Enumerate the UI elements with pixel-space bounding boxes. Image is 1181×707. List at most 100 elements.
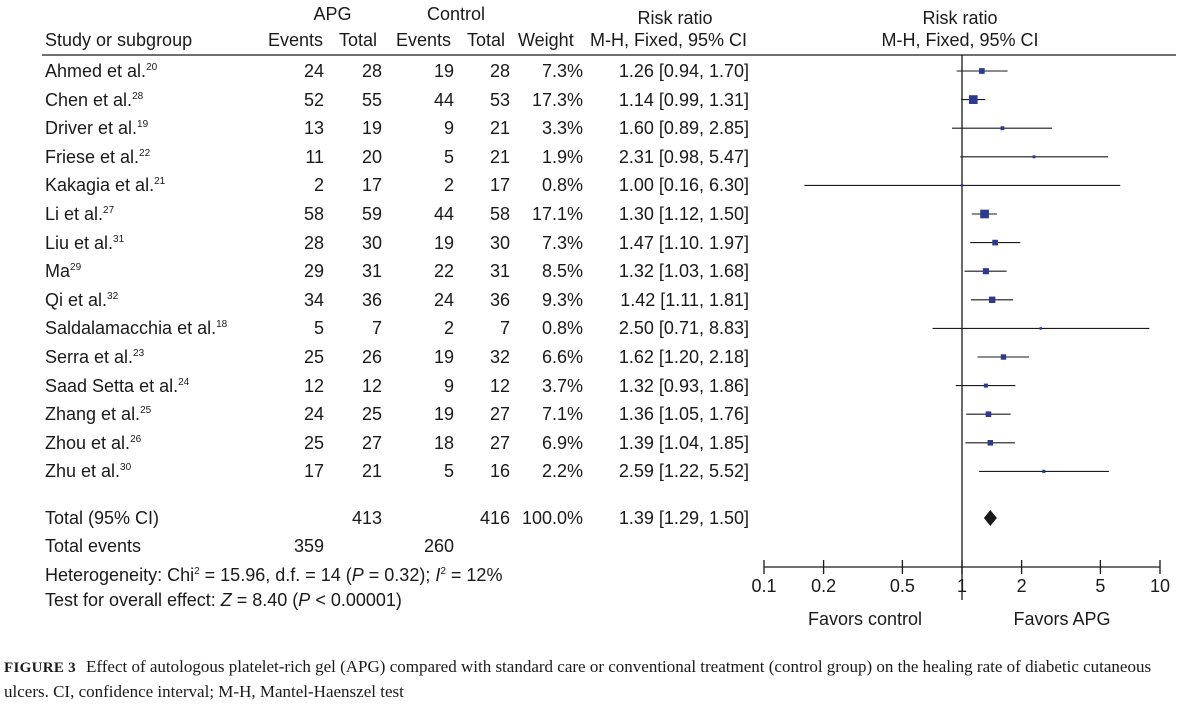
x-tick-label: 1 [957, 576, 967, 596]
study-apg-total: 59 [361, 204, 382, 224]
study-control-total: 53 [489, 90, 510, 110]
study-weight: 3.3% [541, 118, 583, 138]
study-apg-events: 13 [303, 118, 324, 138]
study-apg-events: 17 [303, 461, 324, 481]
header-apg-total: Total [339, 30, 378, 50]
study-ci-text: 2.31 [0.98, 5.47] [618, 147, 749, 167]
study-control-events: 22 [433, 261, 454, 281]
study-name: Saad Setta et al.24 [45, 376, 190, 396]
effect-marker [983, 383, 988, 388]
study-control-total: 31 [489, 261, 510, 281]
study-ci-text: 2.59 [1.22, 5.52] [618, 461, 749, 481]
study-control-total: 16 [489, 461, 510, 481]
caption-label: FIGURE 3 [4, 660, 76, 676]
study-control-events: 19 [433, 233, 454, 253]
study-apg-total: 12 [361, 376, 382, 396]
study-control-events: 19 [433, 347, 454, 367]
study-name: Chen et al.28 [45, 90, 144, 110]
total-weight: 100.0% [521, 508, 583, 528]
header-weight: Weight [518, 30, 574, 50]
total-ci: 1.39 [1.29, 1.50] [618, 508, 749, 528]
study-name: Serra et al.23 [45, 347, 145, 367]
favors-control-label: Favors control [807, 609, 923, 629]
study-weight: 9.3% [541, 290, 583, 310]
study-weight: 1.9% [541, 147, 583, 167]
events-label: Total events [45, 536, 142, 556]
study-apg-total: 26 [361, 347, 382, 367]
header-control-total: Total [467, 30, 506, 50]
study-name: Ahmed et al.20 [45, 61, 158, 81]
study-apg-events: 28 [303, 233, 324, 253]
study-weight: 0.8% [541, 318, 583, 338]
study-name: Ma29 [45, 261, 82, 281]
events-control: 260 [423, 536, 454, 556]
effect-marker [988, 296, 996, 304]
study-control-events: 5 [443, 147, 454, 167]
study-ci-text: 1.60 [0.89, 2.85] [618, 118, 749, 138]
study-apg-events: 25 [303, 347, 324, 367]
x-tick-label: 0.2 [811, 576, 836, 596]
study-weight: 7.3% [541, 233, 583, 253]
caption-text: Effect of autologous platelet-rich gel (… [4, 657, 1152, 701]
study-control-events: 2 [443, 175, 454, 195]
study-ci-text: 1.47 [1.10. 1.97] [618, 233, 749, 253]
effect-marker [982, 268, 989, 275]
events-apg: 359 [293, 536, 324, 556]
study-apg-total: 36 [361, 290, 382, 310]
header-apg-events: Events [268, 30, 324, 50]
study-control-events: 44 [433, 204, 454, 224]
figure-caption: FIGURE 3 Effect of autologous platelet-ri… [4, 655, 1174, 704]
study-apg-total: 25 [361, 404, 382, 424]
study-apg-events: 11 [305, 147, 324, 167]
pooled-diamond [983, 510, 997, 526]
x-tick-label: 2 [1017, 576, 1027, 596]
header-method: M-H, Fixed, 95% CI [590, 30, 748, 50]
effect-marker [1039, 327, 1043, 330]
study-weight: 7.3% [541, 61, 583, 81]
study-ci-text: 1.32 [0.93, 1.86] [618, 376, 749, 396]
study-weight: 3.7% [541, 376, 583, 396]
study-name: Driver et al.19 [45, 118, 149, 138]
header-control-events: Events [396, 30, 452, 50]
study-apg-events: 25 [303, 433, 324, 453]
study-control-events: 2 [443, 318, 454, 338]
study-apg-events: 29 [303, 261, 324, 281]
study-name: Saldalamacchia et al.18 [45, 318, 228, 338]
study-weight: 6.9% [541, 433, 583, 453]
header-control-group: Control [426, 4, 486, 24]
study-control-total: 30 [489, 233, 510, 253]
study-control-total: 27 [489, 433, 510, 453]
study-apg-total: 30 [361, 233, 382, 253]
header-apg-group: APG [313, 4, 352, 24]
effect-marker [987, 440, 994, 446]
study-weight: 17.1% [531, 204, 583, 224]
study-apg-events: 24 [303, 61, 324, 81]
plot-method: M-H, Fixed, 95% CI [881, 30, 1039, 50]
study-apg-events: 34 [303, 290, 324, 310]
overall-effect-line: Test for overall effect: Z = 8.40 (P < 0… [45, 590, 402, 610]
x-tick-label: 0.1 [751, 576, 776, 596]
study-apg-events: 2 [313, 175, 324, 195]
study-apg-total: 7 [371, 318, 382, 338]
study-apg-total: 21 [361, 461, 382, 481]
study-apg-total: 17 [361, 175, 382, 195]
forest-plot: 0.1 0.2 0.5 1 2 5 10 [42, 54, 1176, 600]
study-control-events: 9 [443, 376, 454, 396]
x-tick-label: 0.5 [890, 576, 915, 596]
study-apg-events: 52 [303, 90, 324, 110]
study-ci-text: 1.26 [0.94, 1.70] [618, 61, 749, 81]
study-ci-text: 1.00 [0.16, 6.30] [618, 175, 749, 195]
effect-marker [1032, 155, 1036, 159]
study-control-events: 9 [443, 118, 454, 138]
study-apg-total: 31 [361, 261, 382, 281]
study-control-total: 28 [489, 61, 510, 81]
effect-marker [960, 184, 964, 187]
effect-marker [985, 411, 992, 417]
study-ci-text: 2.50 [0.71, 8.83] [618, 318, 749, 338]
study-control-total: 58 [489, 204, 510, 224]
study-name: Kakagia et al.21 [45, 175, 166, 195]
study-control-total: 21 [489, 118, 510, 138]
header-study: Study or subgroup [45, 30, 193, 50]
study-weight: 7.1% [541, 404, 583, 424]
study-name: Li et al.27 [45, 204, 115, 224]
